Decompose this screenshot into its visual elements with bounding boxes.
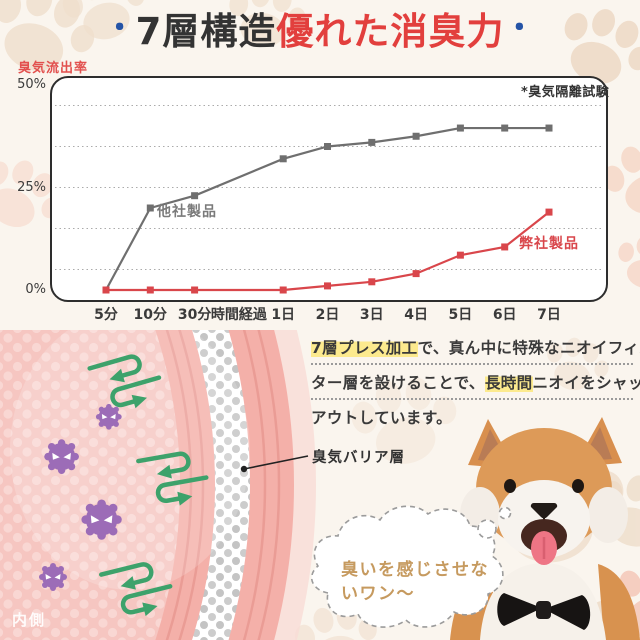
layer-diagram-svg: [0, 330, 316, 640]
title-red-part: 優れた消臭力: [276, 10, 505, 53]
description-text: 7層プレス加工で、真ん中に特殊なニオイフィル ター層を設けることで、長時間ニオイを…: [311, 333, 640, 436]
highlighted-text: 長時間: [484, 374, 533, 392]
title-dot-left: ・: [104, 11, 136, 46]
series-line-0: [105, 126, 549, 291]
data-point-marker: [146, 204, 154, 212]
data-point-marker: [412, 270, 420, 278]
x-tick-label: 時間経過: [210, 307, 267, 323]
data-point-marker: [368, 278, 376, 286]
y-tick-label: 50%: [17, 77, 46, 92]
description-line: 7層プレス加工で、真ん中に特殊なニオイフィル: [311, 333, 640, 365]
x-tick-label: 7日: [537, 307, 561, 323]
plain-text: で、真ん中に特殊なニオイフィル: [417, 339, 640, 357]
data-point-marker: [501, 243, 509, 251]
bubble-line-2: いワン〜: [341, 583, 415, 604]
description-line: アウトしています。: [311, 403, 633, 433]
callout-pointer-line: [240, 455, 309, 473]
x-tick-label: 4日: [404, 307, 428, 323]
y-axis-label: 臭気流出率: [18, 61, 89, 76]
plain-text: アウトしています。: [311, 409, 453, 427]
data-point-marker: [146, 286, 154, 294]
line-chart: [55, 105, 602, 294]
series-label-ours: 弊社製品: [519, 236, 579, 252]
x-tick-label: 2日: [315, 307, 340, 323]
x-tick-label: 3日: [359, 307, 384, 323]
bubble-line-1: 臭いを感じさせな: [341, 560, 489, 580]
paw-print-icon: [612, 231, 640, 294]
data-point-marker: [191, 192, 199, 200]
y-tick-label: 25%: [17, 179, 46, 195]
x-tick-label: 30分: [177, 307, 212, 323]
title-dot-right: ・: [504, 11, 536, 46]
inner-side-label: 内側: [12, 611, 47, 629]
data-point-marker: [545, 208, 553, 216]
data-point-marker: [279, 286, 287, 294]
chart-panel: [50, 76, 608, 302]
highlighted-text: 7層プレス加工: [311, 339, 418, 357]
data-point-marker: [456, 124, 464, 132]
y-tick-label: 0%: [25, 282, 46, 297]
x-tick-label: 5日: [448, 307, 473, 323]
thought-bubble: [310, 505, 512, 628]
title-black-part: 7層構造: [135, 10, 277, 53]
series-line-1: [106, 211, 550, 292]
data-point-marker: [412, 132, 420, 140]
thought-bubble-text: 臭いを感じさせな いワン〜: [341, 559, 511, 607]
data-point-marker: [545, 124, 553, 132]
data-point-marker: [102, 286, 110, 294]
data-point-marker: [191, 286, 199, 294]
plain-text: ニオイをシャット: [532, 374, 640, 392]
chart-note: *臭気隔離試験: [521, 85, 610, 100]
description-line: ター層を設けることで、長時間ニオイをシャット: [311, 368, 640, 400]
page-title: ・7層構造優れた消臭力・: [0, 10, 640, 53]
x-tick-label: 6日: [492, 307, 517, 323]
data-point-marker: [324, 282, 331, 290]
data-point-marker: [501, 124, 509, 132]
data-point-marker: [368, 138, 376, 146]
x-tick-label: 10分: [133, 307, 168, 323]
data-point-marker: [324, 143, 331, 150]
plain-text: ター層を設けることで、: [311, 374, 485, 392]
odor-barrier-layer-label: 臭気バリア層: [312, 450, 405, 466]
x-tick-label: 5分: [94, 307, 118, 323]
layer-cross-section-diagram: [0, 330, 322, 640]
data-point-marker: [456, 251, 464, 259]
data-point-marker: [279, 155, 287, 163]
series-label-other: 他社製品: [157, 204, 217, 220]
x-tick-label: 1日: [271, 307, 296, 323]
